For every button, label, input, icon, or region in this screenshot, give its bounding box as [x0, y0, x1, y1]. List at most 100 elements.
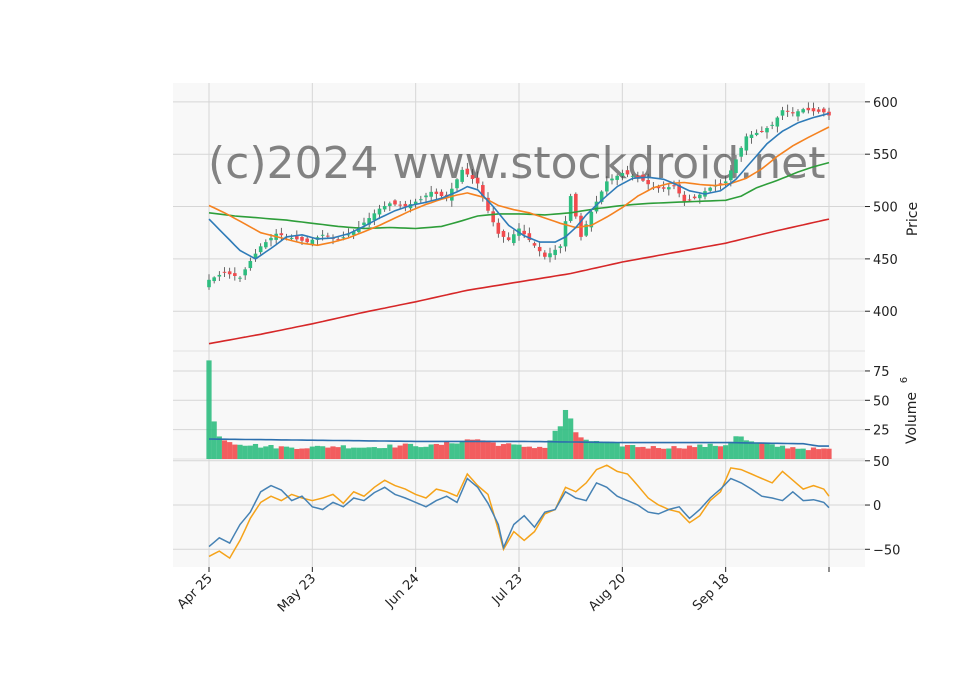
volume-bar — [733, 436, 739, 459]
candle-body — [496, 222, 501, 234]
candle-body — [233, 273, 237, 276]
candle-body — [300, 237, 304, 241]
candle-body — [222, 271, 227, 273]
volume-bar — [345, 448, 352, 459]
x-tick-label: Jul 23 — [489, 571, 526, 608]
volume-bar — [407, 443, 414, 459]
volume-bar — [511, 444, 517, 459]
candle-body — [801, 109, 805, 113]
volume-tick-label: 50 — [873, 394, 890, 409]
volume-bar — [599, 442, 605, 459]
volume-bar — [475, 439, 481, 459]
volume-bar — [655, 448, 662, 459]
volume-axis-label-group: Volume 6 — [899, 377, 920, 444]
volume-bar — [759, 443, 765, 459]
volume-bar — [728, 441, 734, 459]
candle-body — [625, 170, 630, 175]
volume-bar — [330, 446, 336, 459]
volume-bar — [469, 439, 476, 459]
candle-body — [382, 206, 387, 210]
volume-axis-exponent: 6 — [899, 377, 910, 383]
volume-bar — [531, 448, 538, 459]
candle-body — [424, 195, 428, 198]
candle-body — [594, 201, 599, 212]
candle-body — [212, 277, 216, 282]
grid-lines — [173, 83, 865, 567]
x-tick-label: May 23 — [275, 571, 319, 615]
volume-bar — [444, 441, 450, 459]
volume-bar — [392, 447, 398, 459]
volume-bar — [635, 447, 641, 459]
volume-bar — [371, 447, 377, 459]
volume-bar — [382, 448, 388, 459]
volume-bar — [738, 436, 744, 459]
volume-bar — [454, 443, 460, 459]
volume-bar — [624, 444, 631, 459]
volume-bar — [583, 439, 589, 459]
volume-bar — [774, 446, 780, 459]
osc-tick-label: −50 — [873, 543, 900, 558]
candle-body — [346, 234, 351, 236]
candle-body — [269, 237, 273, 241]
volume-axis-label: Volume — [904, 392, 920, 444]
volume-bar — [263, 446, 269, 459]
volume-bar — [630, 445, 636, 459]
volume-bar — [692, 447, 698, 459]
candle-body — [553, 249, 557, 256]
candle-body — [749, 134, 754, 139]
candle-body — [646, 180, 650, 185]
volume-bar — [800, 448, 806, 459]
candle-body — [682, 194, 687, 202]
volume-bar — [268, 445, 274, 459]
candle-body — [780, 110, 785, 116]
candle-body — [362, 222, 366, 226]
candle-body — [548, 253, 552, 258]
candle-body — [501, 230, 506, 237]
ma-mid-line — [208, 126, 830, 247]
volume-bar — [232, 444, 238, 459]
candle-body — [656, 186, 661, 189]
candle-body — [816, 109, 821, 112]
candle-body — [341, 237, 346, 239]
volume-bar — [666, 448, 672, 459]
candle-body — [734, 159, 738, 174]
candle-body — [537, 246, 542, 252]
volume-bar — [619, 446, 625, 459]
candle-body — [372, 213, 377, 221]
osc-tick-label: 0 — [873, 499, 881, 514]
candle-body — [326, 235, 330, 237]
candle-body — [605, 181, 609, 192]
volume-bar — [568, 418, 574, 459]
volume-bar — [428, 444, 434, 459]
candle-body — [434, 191, 439, 194]
volume-bar — [459, 441, 465, 459]
candle-body — [822, 108, 826, 113]
volume-bar — [614, 442, 620, 459]
volume-bar — [252, 443, 259, 459]
volume-bar — [211, 421, 217, 459]
candle-body — [558, 246, 563, 248]
candle-body — [465, 168, 470, 175]
volume-bar — [707, 443, 713, 459]
candle-body — [636, 175, 640, 178]
candle-body — [770, 124, 774, 126]
volume-bar — [723, 445, 729, 459]
volume-bar — [681, 448, 687, 459]
x-tick-label: Jun 24 — [382, 571, 422, 611]
candle-body — [367, 218, 371, 225]
volume-bar — [795, 448, 801, 459]
candle-body — [460, 169, 464, 182]
candle-body — [667, 187, 671, 190]
candle-body — [238, 277, 242, 279]
candle-body — [413, 201, 418, 205]
volume-bar — [743, 440, 749, 459]
oscillator-line-a — [208, 477, 830, 550]
candle-body — [258, 246, 263, 253]
volume-bar — [805, 450, 811, 459]
volume-bar — [516, 444, 522, 459]
candle-body — [615, 175, 619, 180]
volume-bar — [588, 441, 594, 459]
candle-body — [227, 271, 232, 275]
volume-bar — [351, 447, 357, 459]
